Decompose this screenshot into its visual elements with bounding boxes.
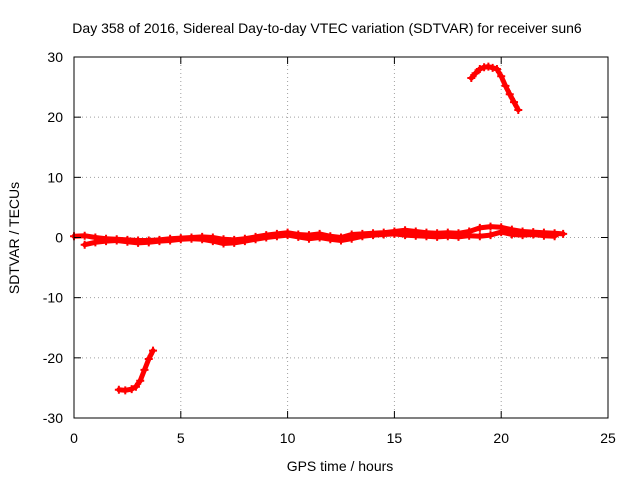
data-point xyxy=(144,238,153,247)
data-point xyxy=(219,239,228,248)
data-point xyxy=(497,228,506,237)
chart-title: Day 358 of 2016, Sidereal Day-to-day VTE… xyxy=(72,20,582,36)
data-point xyxy=(486,222,495,231)
data-point xyxy=(208,237,217,246)
data-point xyxy=(140,365,149,374)
data-point xyxy=(501,81,510,90)
data-point xyxy=(198,235,207,244)
x-tick-label: 20 xyxy=(493,430,509,446)
y-tick-label: -20 xyxy=(43,350,63,366)
data-point xyxy=(475,65,484,74)
data-point xyxy=(411,231,420,240)
y-tick-label: 0 xyxy=(55,230,63,246)
data-point xyxy=(166,236,175,245)
data-point xyxy=(326,235,335,244)
data-point xyxy=(102,237,111,246)
tick-labels: 0 5 10 15 20 25 -30 -20 -10 0 10 20 30 xyxy=(43,49,616,446)
data-point xyxy=(505,90,514,99)
data-point xyxy=(559,229,568,238)
data-point xyxy=(433,232,442,241)
data-point xyxy=(230,238,239,247)
data-point xyxy=(272,232,281,241)
data-point xyxy=(369,231,378,240)
data-point xyxy=(131,382,140,391)
data-point xyxy=(507,230,516,239)
data-point xyxy=(123,237,132,246)
x-tick-label: 15 xyxy=(387,430,403,446)
data-point xyxy=(149,346,158,355)
data-point xyxy=(379,230,388,239)
data-point xyxy=(492,65,501,74)
data-point xyxy=(262,233,271,242)
y-axis-label: SDTVAR / TECUs xyxy=(6,182,22,294)
data-point xyxy=(514,105,523,114)
data-point xyxy=(187,234,196,243)
data-point xyxy=(539,231,548,240)
axis-ticks xyxy=(73,56,609,419)
data-point xyxy=(136,376,145,385)
data-point xyxy=(358,232,367,241)
data-point xyxy=(390,229,399,238)
data-point xyxy=(471,69,480,78)
data-point xyxy=(454,232,463,241)
data-point xyxy=(134,238,143,247)
data-point xyxy=(484,62,493,71)
data-point xyxy=(283,231,292,240)
data-point xyxy=(176,235,185,244)
data-point xyxy=(486,231,495,240)
data-point xyxy=(144,355,153,364)
data-point xyxy=(497,72,506,81)
data-point xyxy=(467,74,476,83)
y-tick-label: 10 xyxy=(47,169,63,185)
data-point xyxy=(127,385,136,394)
data-point xyxy=(294,232,303,241)
data-point xyxy=(80,240,89,249)
data-point xyxy=(91,238,100,247)
data-points xyxy=(70,62,568,395)
data-point xyxy=(422,232,431,241)
y-tick-label: -10 xyxy=(43,290,63,306)
data-point xyxy=(550,232,559,241)
data-point xyxy=(121,386,130,395)
data-point xyxy=(304,234,313,243)
data-point xyxy=(510,98,519,107)
data-point xyxy=(465,231,474,240)
data-point xyxy=(337,236,345,245)
data-point xyxy=(155,237,164,246)
data-point xyxy=(251,235,260,244)
data-point xyxy=(518,231,527,240)
data-point xyxy=(80,231,89,240)
data-point xyxy=(401,231,410,240)
data-point xyxy=(443,232,452,241)
y-tick-label: -30 xyxy=(43,410,63,426)
x-axis-label: GPS time / hours xyxy=(287,458,394,474)
data-point xyxy=(240,237,249,246)
x-tick-label: 0 xyxy=(70,430,78,446)
y-tick-label: 30 xyxy=(47,49,63,65)
data-point xyxy=(475,232,484,241)
data-point xyxy=(529,230,538,239)
data-point xyxy=(112,236,121,245)
data-point xyxy=(475,223,484,232)
y-tick-label: 20 xyxy=(47,109,63,125)
data-point xyxy=(315,233,324,242)
x-tick-label: 25 xyxy=(600,430,616,446)
data-point xyxy=(347,234,356,243)
x-tick-label: 5 xyxy=(177,430,185,446)
data-point xyxy=(488,63,497,72)
x-tick-label: 10 xyxy=(280,430,296,446)
